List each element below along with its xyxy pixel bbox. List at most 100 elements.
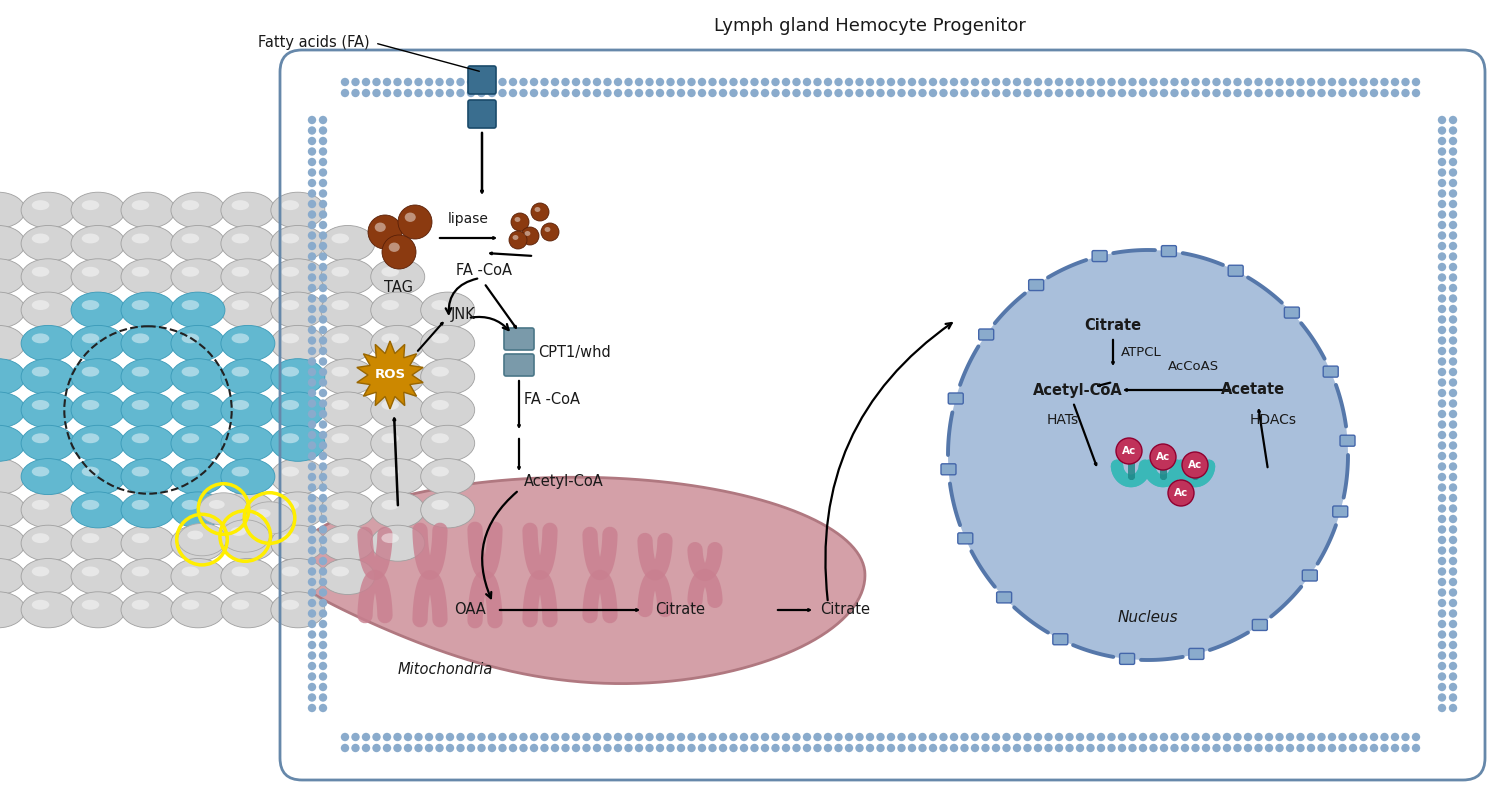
- Circle shape: [1138, 89, 1148, 97]
- Circle shape: [1438, 462, 1446, 471]
- Circle shape: [1438, 662, 1446, 670]
- Circle shape: [320, 273, 327, 282]
- Ellipse shape: [81, 200, 99, 210]
- Ellipse shape: [321, 392, 375, 428]
- Circle shape: [1449, 651, 1456, 660]
- Circle shape: [1449, 535, 1456, 544]
- Circle shape: [308, 168, 316, 176]
- Circle shape: [550, 733, 560, 741]
- Circle shape: [1438, 441, 1446, 450]
- Circle shape: [477, 77, 486, 86]
- Circle shape: [404, 733, 412, 741]
- Ellipse shape: [332, 400, 350, 410]
- Circle shape: [1449, 252, 1456, 261]
- Circle shape: [477, 733, 486, 741]
- Circle shape: [1449, 683, 1456, 691]
- Circle shape: [1002, 89, 1011, 97]
- Circle shape: [1438, 588, 1446, 597]
- Circle shape: [1128, 733, 1137, 741]
- Circle shape: [308, 315, 316, 324]
- Ellipse shape: [321, 292, 375, 328]
- Circle shape: [320, 588, 327, 597]
- Circle shape: [488, 744, 496, 753]
- Ellipse shape: [321, 226, 375, 262]
- Circle shape: [1180, 89, 1190, 97]
- Ellipse shape: [132, 600, 148, 610]
- Circle shape: [939, 89, 948, 97]
- Circle shape: [1096, 744, 1106, 753]
- Circle shape: [561, 89, 570, 97]
- Ellipse shape: [21, 292, 75, 328]
- Circle shape: [1449, 620, 1456, 628]
- Circle shape: [1449, 484, 1456, 492]
- Circle shape: [351, 744, 360, 753]
- Ellipse shape: [209, 500, 225, 509]
- Circle shape: [488, 77, 496, 86]
- Circle shape: [1449, 598, 1456, 607]
- Ellipse shape: [370, 358, 424, 395]
- Ellipse shape: [370, 492, 424, 528]
- Circle shape: [676, 77, 686, 86]
- Circle shape: [1438, 336, 1446, 345]
- Circle shape: [687, 744, 696, 753]
- Circle shape: [1054, 744, 1064, 753]
- Ellipse shape: [231, 433, 249, 443]
- Circle shape: [687, 77, 696, 86]
- Circle shape: [393, 77, 402, 86]
- Circle shape: [308, 399, 316, 408]
- Circle shape: [750, 744, 759, 753]
- Circle shape: [1233, 89, 1242, 97]
- Circle shape: [614, 77, 622, 86]
- Circle shape: [1438, 630, 1446, 638]
- Circle shape: [950, 89, 958, 97]
- Circle shape: [1438, 567, 1446, 575]
- Circle shape: [1359, 77, 1368, 86]
- Ellipse shape: [171, 226, 225, 262]
- Ellipse shape: [182, 200, 200, 210]
- Text: FA -CoA: FA -CoA: [524, 393, 580, 408]
- Ellipse shape: [272, 326, 326, 361]
- Circle shape: [740, 77, 748, 86]
- Circle shape: [1013, 89, 1022, 97]
- Circle shape: [519, 77, 528, 86]
- Circle shape: [1244, 733, 1252, 741]
- Ellipse shape: [514, 217, 520, 222]
- Circle shape: [456, 89, 465, 97]
- FancyBboxPatch shape: [296, 65, 1470, 765]
- Ellipse shape: [432, 400, 448, 410]
- Text: Ac: Ac: [1188, 460, 1202, 470]
- Ellipse shape: [81, 433, 99, 443]
- Ellipse shape: [272, 592, 326, 628]
- Circle shape: [645, 744, 654, 753]
- Ellipse shape: [188, 531, 202, 539]
- Ellipse shape: [132, 433, 148, 443]
- Circle shape: [782, 744, 790, 753]
- Circle shape: [488, 89, 496, 97]
- Circle shape: [1449, 431, 1456, 439]
- Circle shape: [540, 77, 549, 86]
- Circle shape: [614, 733, 622, 741]
- Circle shape: [666, 733, 675, 741]
- Circle shape: [466, 77, 476, 86]
- Ellipse shape: [171, 292, 225, 328]
- Circle shape: [1438, 525, 1446, 534]
- Circle shape: [1222, 77, 1232, 86]
- Circle shape: [1328, 744, 1336, 753]
- Circle shape: [960, 744, 969, 753]
- Ellipse shape: [282, 600, 298, 610]
- Circle shape: [308, 231, 316, 239]
- Ellipse shape: [282, 367, 298, 377]
- Ellipse shape: [282, 500, 298, 510]
- Circle shape: [308, 242, 316, 251]
- Ellipse shape: [432, 367, 448, 377]
- Ellipse shape: [272, 392, 326, 428]
- Circle shape: [960, 77, 969, 86]
- Circle shape: [666, 77, 675, 86]
- Circle shape: [456, 733, 465, 741]
- Circle shape: [1149, 77, 1158, 86]
- Ellipse shape: [368, 215, 402, 249]
- Circle shape: [550, 89, 560, 97]
- Circle shape: [351, 89, 360, 97]
- Circle shape: [1438, 347, 1446, 355]
- Circle shape: [1449, 472, 1456, 481]
